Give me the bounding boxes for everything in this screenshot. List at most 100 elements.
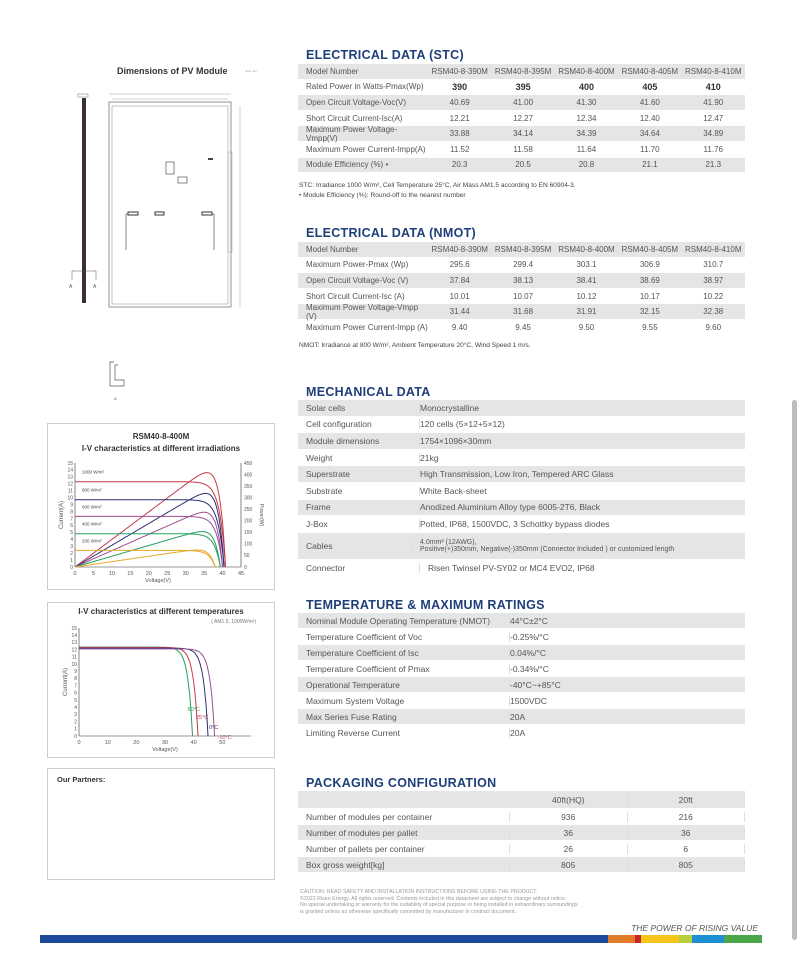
table-cell: 41.30 bbox=[576, 97, 597, 107]
table-cell: Open Circuit Voltage-Voc(V) bbox=[306, 97, 407, 107]
disclaimer-text-2: is granted unless as otherwise specifica… bbox=[300, 908, 517, 915]
y-tick-label: 5 bbox=[70, 530, 73, 536]
table-cell: RSM40-8-395M bbox=[494, 66, 552, 76]
table-cell: Operational Temperature bbox=[298, 679, 510, 690]
table-cell: Rated Power in Watts-Pmax(Wp) bbox=[306, 82, 424, 92]
table-cell: RSM40-8-410M bbox=[685, 66, 742, 76]
y-tick-label: 6 bbox=[70, 523, 73, 529]
y-tick-label: 2 bbox=[70, 551, 73, 557]
table-cell: 31.68 bbox=[513, 307, 534, 317]
y-tick-label: 7 bbox=[70, 516, 73, 522]
x-tick-label: 10 bbox=[109, 571, 115, 577]
table-cell: Short Circuit Current-Isc (A) bbox=[306, 291, 405, 301]
module-drawing: A A A bbox=[69, 93, 241, 401]
series-label: 50°C bbox=[188, 707, 200, 713]
series-label: 200 W/m² bbox=[82, 538, 102, 543]
table-cell: 34.14 bbox=[513, 129, 534, 139]
table-row: Temperature Coefficient of Pmax -0.34%/°C bbox=[298, 661, 745, 677]
table-cell: 34.89 bbox=[703, 129, 724, 139]
y2-tick-label: 100 bbox=[244, 542, 253, 548]
table-row: Superstrate High Transmission, Low Iron, … bbox=[298, 466, 745, 483]
chart1-title: I-V characteristics at different irradia… bbox=[81, 444, 241, 453]
table-cell: 9.50 bbox=[578, 322, 595, 332]
iv-curve bbox=[75, 533, 221, 568]
table-cell: Frame bbox=[298, 502, 420, 513]
table-row: Model Number RSM40-8-390M RSM40-8-395M RSM4… bbox=[298, 242, 745, 258]
table-cell: Weight bbox=[298, 452, 420, 463]
x-axis-label: Voltage(V) bbox=[145, 578, 171, 584]
tagline: THE POWER OF RISING VALUE bbox=[631, 923, 758, 933]
table-cell: 21kg bbox=[420, 452, 439, 463]
table-cell: 44°C±2°C bbox=[510, 615, 548, 626]
table-cell: 41.60 bbox=[639, 97, 660, 107]
table-cell: 10.17 bbox=[639, 291, 660, 301]
y-tick-label: 4 bbox=[74, 705, 77, 711]
series-label: 600 W/m² bbox=[82, 504, 102, 509]
table-row: Maximum Power Voltage-Vmpp(V) 33.88 34.14 3… bbox=[298, 124, 745, 143]
y-tick-label: 0 bbox=[74, 734, 77, 740]
table-row: Box gross weight[kg] 805 805 bbox=[298, 857, 745, 873]
x-tick-label: 30 bbox=[183, 571, 189, 577]
table-cell: 0.04%/°C bbox=[510, 647, 547, 658]
table-cell: Temperature Coefficient of Isc bbox=[298, 647, 510, 658]
table-cell: 38.41 bbox=[576, 275, 597, 285]
table-cell: Connector bbox=[298, 562, 420, 573]
iv-curve bbox=[75, 481, 226, 568]
table-cell: RSM40-8-395M bbox=[494, 244, 552, 254]
table-cell: Short Circuit Current-Isc(A) bbox=[306, 113, 403, 123]
series-label: -10°C bbox=[218, 735, 232, 741]
table-row: Number of modules per pallet 36 36 bbox=[298, 825, 745, 841]
y-tick-label: 10 bbox=[67, 495, 73, 501]
iv-curve bbox=[79, 647, 209, 737]
table-cell: Maximum Power-Pmax (Wp) bbox=[306, 260, 409, 270]
x-tick-label: 25 bbox=[164, 571, 170, 577]
table-row: Maximum Power Voltage-Vmpp (V) 31.44 31.68… bbox=[298, 303, 745, 321]
table-cell: 37.84 bbox=[449, 275, 470, 285]
table-cell: 936 bbox=[510, 811, 628, 822]
table-cell: 36 bbox=[628, 827, 745, 838]
table-cell: 20.8 bbox=[578, 160, 595, 170]
y2-tick-label: 450 bbox=[244, 461, 253, 467]
table-cell: 120 cells (5×12+5×12) bbox=[420, 419, 505, 430]
table-cell: Temperature Coefficient of Pmax bbox=[298, 663, 510, 674]
table-row: J-Box Potted, IP68, 1500VDC, 3 Schottky b… bbox=[298, 516, 745, 533]
stc-efficiency-note: • Module Efficiency (%): Round-off to th… bbox=[299, 192, 466, 199]
table-cell: RSM40-8-400M bbox=[558, 244, 615, 254]
chart1-model: RSM40-8-400M bbox=[132, 432, 190, 441]
table-cell: 9.45 bbox=[515, 322, 531, 332]
y-tick-label: 7 bbox=[74, 683, 77, 689]
y-tick-label: 1 bbox=[74, 727, 77, 733]
table-cell: Risen Twinsel PV-SY02 or MC4 EVO2, IP68 bbox=[428, 562, 595, 573]
table-cell: 11.58 bbox=[513, 144, 533, 154]
table-row: Open Circuit Voltage-Voc (V) 37.84 38.13 38… bbox=[298, 273, 745, 289]
table-row: Cell configuration 120 cells (5×12+5×12) bbox=[298, 417, 745, 434]
scrollbar[interactable] bbox=[792, 400, 797, 940]
table-row: Short Circuit Current-Isc(A) 12.21 12.27 12… bbox=[298, 111, 745, 127]
table-cell: Model Number bbox=[306, 66, 359, 76]
y2-tick-label: 400 bbox=[244, 472, 253, 478]
table-cell: Maximum Power Voltage-Vmpp(V) bbox=[306, 124, 398, 143]
table-cell: Substrate bbox=[298, 485, 420, 496]
series-label: 800 W/m² bbox=[82, 488, 102, 493]
power-curve bbox=[74, 531, 221, 568]
table-cell: Superstrate bbox=[298, 469, 420, 480]
power-curve bbox=[74, 549, 216, 568]
table-cell: RSM40-8-405M bbox=[621, 244, 679, 254]
table-cell: Cables bbox=[298, 540, 412, 551]
table-cell: 4.0mm² (12AWG), bbox=[420, 538, 477, 546]
table-cell: 9.40 bbox=[451, 322, 468, 332]
table-cell: Anodized Aluminium Alloy type 6005-2T6, … bbox=[420, 502, 601, 513]
table-cell: RSM40-8-390M bbox=[431, 66, 488, 76]
table-cell: 400 bbox=[578, 81, 594, 92]
table-cell: 38.69 bbox=[639, 275, 660, 285]
y-tick-label: 8 bbox=[74, 676, 77, 682]
table-row: Short Circuit Current-Isc (A) 10.01 10.07 1… bbox=[298, 289, 745, 305]
y-tick-label: 14 bbox=[67, 468, 73, 474]
table-row: Number of pallets per container 26 6 bbox=[298, 841, 745, 857]
table-cell: -0.34%/°C bbox=[510, 663, 549, 674]
table-cell: 40ft(HQ) bbox=[510, 794, 628, 805]
table-cell: Nominal Module Operating Temperature (NM… bbox=[298, 615, 510, 626]
x-tick-label: 40 bbox=[219, 571, 225, 577]
power-curve bbox=[74, 511, 224, 568]
iv-curve bbox=[75, 499, 225, 568]
